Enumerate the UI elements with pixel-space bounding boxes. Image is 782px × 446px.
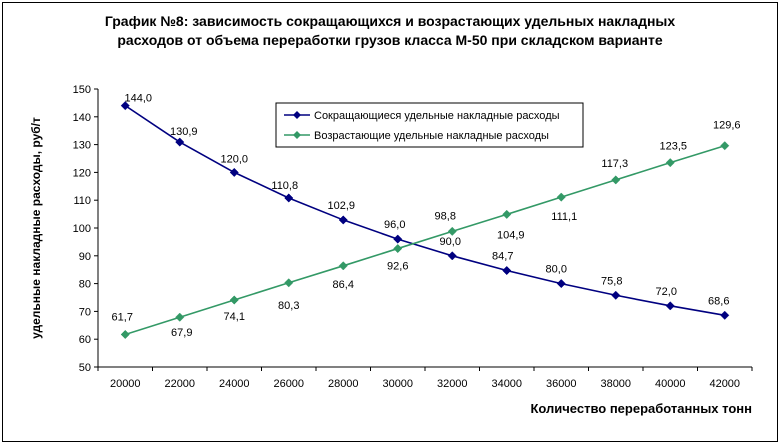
series-decreasing-point [502,265,512,276]
chart-title-line-2: расходов от объема переработки грузов кл… [117,32,663,48]
x-tick-label: 38000 [600,378,631,390]
series-increasing-data-label: 123,5 [659,141,687,153]
series-decreasing-point [175,137,185,147]
x-axis-title: Количество переработанных тонн [530,401,752,416]
series-decreasing-data-label: 102,9 [327,200,355,212]
y-tick-label: 70 [79,306,91,318]
series-decreasing-data-label: 84,7 [492,251,513,263]
series-increasing-point [447,226,457,236]
y-tick-label: 100 [73,223,91,235]
series-increasing-point [720,141,730,151]
series-increasing-data-label: 129,6 [713,120,741,132]
x-tick-label: 34000 [491,378,522,390]
series-increasing-data-label: 111,1 [551,211,577,223]
legend-marker [293,111,301,119]
series-decreasing-point [284,193,294,203]
series-decreasing-point [611,290,621,300]
series-increasing-line [125,144,725,336]
series-increasing-data-label: 74,1 [224,311,245,323]
series-decreasing-data-label: 144,0 [124,93,152,105]
series-increasing-data-label: 86,4 [333,279,354,291]
series-increasing-point [175,312,185,322]
x-tick-label: 26000 [273,378,304,390]
chart-title-line-1: График №8: зависимость сокращающихся и в… [104,13,676,29]
series-decreasing-point [120,101,130,111]
series-increasing-point [338,261,348,271]
y-axis-title: удельные накладные расходы, руб/т [29,117,43,339]
series-increasing-point [120,329,130,340]
series-decreasing-point [665,301,675,311]
series-decreasing-point [338,215,348,225]
series-increasing-point [665,158,675,168]
series-decreasing-data-label: 96,0 [384,219,405,231]
x-tick-label: 40000 [655,378,686,390]
y-tick-label: 60 [79,334,91,346]
series-increasing-point [229,295,239,305]
x-tick-label: 32000 [437,378,468,390]
series-decreasing-data-label: 90,0 [440,236,461,248]
series-increasing-data-label: 67,9 [171,327,192,339]
series-increasing-point [611,175,621,185]
x-tick-label: 22000 [164,378,195,390]
series-increasing-point [284,278,294,288]
y-tick-label: 150 [73,84,91,96]
series-decreasing-data-label: 80,0 [546,264,567,276]
y-tick-label: 110 [73,195,91,207]
series-increasing-data-label: 104,9 [497,229,525,241]
y-tick-label: 130 [73,140,91,152]
series-increasing-data-label: 98,8 [435,210,456,222]
series-increasing-point [393,244,403,254]
series-decreasing-point [447,251,457,261]
x-tick-label: 36000 [546,378,577,390]
series-increasing-data-label: 61,7 [112,311,133,323]
y-tick-label: 50 [79,362,91,374]
series-decreasing-data-label: 110,8 [271,180,298,192]
series-increasing-data-label: 117,3 [601,158,628,170]
series-increasing-data-label: 92,6 [387,261,408,273]
series-decreasing-point [229,167,239,177]
x-tick-label: 28000 [328,378,359,390]
series-decreasing-line [124,105,725,317]
chart-title: График №8: зависимость сокращающихся и в… [40,12,740,50]
series-decreasing-point [556,279,566,289]
x-tick-label: 42000 [709,378,740,390]
x-tick-label: 20000 [110,378,141,390]
y-tick-label: 80 [79,279,91,291]
legend-marker [293,131,301,139]
series-decreasing-data-label: 130,9 [170,126,198,138]
series-increasing-point [556,192,566,202]
series-decreasing-point [393,234,403,244]
x-tick-label: 30000 [382,378,413,390]
y-tick-label: 140 [73,112,91,124]
legend-label: Сокращающиеся удельные накладные расходы [314,110,560,122]
y-tick-label: 90 [79,251,91,263]
x-tick-label: 24000 [219,378,250,390]
legend [275,102,584,148]
y-tick-label: 120 [73,167,91,179]
series-increasing-point [502,209,512,219]
legend-label: Возрастающие удельные накладные расходы [314,130,549,142]
series-decreasing-data-label: 72,0 [656,286,677,298]
series-decreasing-data-label: 68,6 [708,295,729,307]
chart-frame [2,2,778,442]
series-decreasing-data-label: 120,0 [220,153,248,165]
series-decreasing-point [720,310,730,320]
series-increasing-data-label: 80,3 [278,300,299,312]
series-decreasing-data-label: 75,8 [601,275,622,287]
